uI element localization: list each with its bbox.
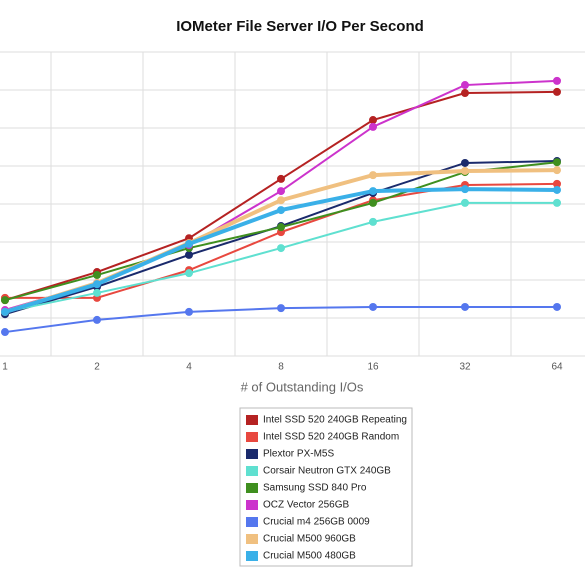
legend-swatch [246, 517, 258, 527]
data-point [553, 185, 561, 194]
data-point [93, 315, 101, 324]
legend-swatch [246, 551, 258, 561]
legend-label: Samsung SSD 840 Pro [263, 483, 367, 494]
data-point [553, 87, 561, 96]
data-point [369, 187, 377, 196]
data-point [553, 76, 561, 85]
data-point [553, 302, 561, 311]
data-point [553, 166, 561, 175]
legend-label: Intel SSD 520 240GB Repeating [263, 415, 407, 426]
legend-swatch [246, 483, 258, 493]
legend-swatch [246, 449, 258, 459]
x-axis-title: # of Outstanding I/Os [241, 379, 364, 394]
data-point [1, 307, 9, 316]
chart-title: IOMeter File Server I/O Per Second [176, 18, 424, 35]
legend-label: Crucial M500 480GB [263, 551, 356, 562]
data-point [461, 166, 469, 175]
data-point [461, 302, 469, 311]
data-point [461, 81, 469, 90]
data-point [1, 328, 9, 337]
data-point [369, 122, 377, 131]
legend-label: Crucial M500 960GB [263, 534, 356, 545]
data-point [369, 302, 377, 311]
data-point [277, 196, 285, 205]
data-point [461, 158, 469, 167]
series-line [4, 90, 558, 302]
legend-label: Intel SSD 520 240GB Random [263, 432, 399, 443]
legend-label: Plextor PX-M5S [263, 449, 334, 460]
data-point [461, 185, 469, 194]
data-point [185, 239, 193, 248]
data-point [461, 198, 469, 207]
x-tick-label: 32 [459, 362, 471, 373]
data-point [369, 116, 377, 125]
data-point [185, 250, 193, 259]
data-point [369, 198, 377, 207]
data-point [369, 217, 377, 226]
data-point [93, 288, 101, 297]
data-point [185, 307, 193, 316]
series-line [4, 201, 557, 313]
legend-label: Crucial m4 256GB 0009 [263, 517, 370, 528]
data-point [277, 244, 285, 253]
legend-swatch [246, 415, 258, 425]
data-point [553, 198, 561, 207]
data-point [277, 206, 285, 215]
data-point [369, 171, 377, 180]
legend-swatch [246, 432, 258, 442]
data-point [277, 187, 285, 196]
legend-label: OCZ Vector 256GB [263, 500, 349, 511]
data-point [185, 269, 193, 278]
data-point [93, 280, 101, 289]
data-point [461, 89, 469, 98]
data-point [1, 296, 9, 305]
legend-label: Corsair Neutron GTX 240GB [263, 466, 391, 477]
data-point [553, 179, 561, 188]
legend-swatch [246, 534, 258, 544]
data-point [277, 174, 285, 183]
legend-box [239, 407, 413, 567]
x-tick-label: 4 [186, 362, 192, 373]
x-tick-label: 8 [278, 362, 284, 373]
x-tick-label: 2 [94, 362, 100, 373]
x-tick-label: 64 [551, 362, 563, 373]
legend-swatch [246, 466, 258, 476]
x-tick-label: 1 [2, 362, 8, 373]
legend-swatch [246, 500, 258, 510]
data-point [553, 158, 561, 167]
data-point [277, 304, 285, 313]
x-tick-label: 16 [367, 362, 379, 373]
data-point [93, 271, 101, 280]
data-point [277, 223, 285, 232]
